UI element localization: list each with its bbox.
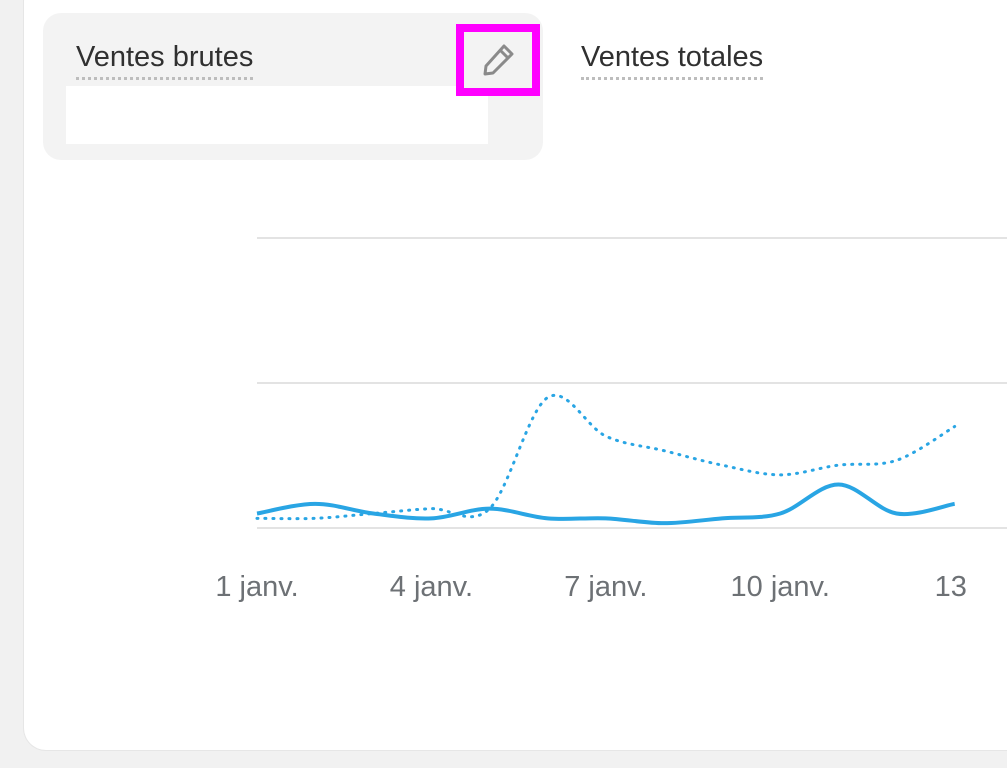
edit-metric-button[interactable] xyxy=(456,24,540,96)
x-tick-label: 13 xyxy=(935,571,967,603)
chart-gridlines xyxy=(257,237,1007,529)
x-tick-label: 10 janv. xyxy=(731,571,830,603)
series-line-current xyxy=(256,482,956,526)
metric-title-total-sales[interactable]: Ventes totales xyxy=(581,40,764,80)
pencil-icon xyxy=(483,44,514,76)
chart-x-axis: 1 janv. 4 janv. 7 janv. 10 janv. 13 xyxy=(215,571,967,603)
series-line-comparison xyxy=(255,393,957,521)
chart-series xyxy=(255,393,957,526)
x-tick-label: 7 janv. xyxy=(564,571,647,603)
x-tick-label: 1 janv. xyxy=(215,571,298,603)
x-tick-label: 4 janv. xyxy=(390,571,473,603)
metric-title-gross-sales[interactable]: Ventes brutes xyxy=(76,40,254,80)
metric-value-placeholder xyxy=(66,86,488,144)
